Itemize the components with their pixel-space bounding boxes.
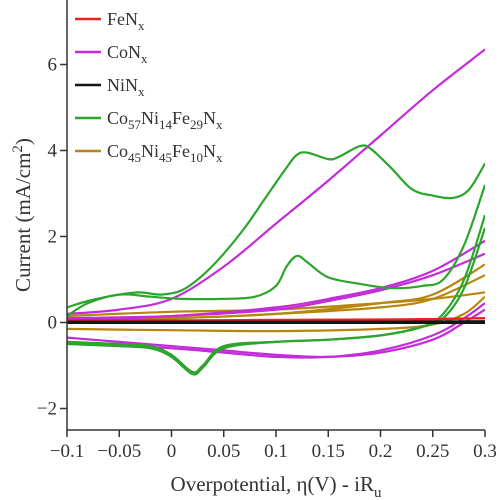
x-tick-label: 0.2 <box>369 441 393 462</box>
series-line <box>67 291 485 318</box>
y-axis-title: Current (mA/cm2) <box>10 138 35 292</box>
x-tick-label: 0.3 <box>473 441 497 462</box>
x-tick-label: 0.05 <box>207 441 240 462</box>
series-NiNx <box>67 320 485 324</box>
series-CoNx <box>67 48 485 359</box>
x-axis-title: Overpotential, η(V) - iRu <box>171 472 382 500</box>
axes <box>66 0 485 431</box>
x-tick-label: 0.1 <box>264 441 288 462</box>
x-tick-label: −0.05 <box>97 441 141 462</box>
legend-label: Co45Ni45Fe10Nx <box>107 141 223 165</box>
y-tick-label: 4 <box>48 141 58 162</box>
x-tick-label: 0.25 <box>416 441 449 462</box>
y-tick-label: −2 <box>37 399 57 420</box>
legend-item: NiNx <box>75 75 145 99</box>
legend-item: Co57Ni14Fe29Nx <box>75 108 223 132</box>
series-line <box>67 184 485 318</box>
series-line <box>67 144 485 309</box>
series-line <box>67 320 485 324</box>
legend-item: Co45Ni45Fe10Nx <box>75 141 223 165</box>
legend-label: CoNx <box>107 42 148 66</box>
legend: FeNx CoNx NiNx Co57Ni14Fe29Nx Co45Ni45Fe10Nx <box>75 9 223 165</box>
legend-label: Co57Ni14Fe29Nx <box>107 108 223 132</box>
x-tick-label: −0.1 <box>50 441 84 462</box>
series-line <box>67 308 485 359</box>
y-tick-label: 2 <box>48 227 58 248</box>
ticks: −0.1 −0.05 0 0.05 0.1 0.15 0.2 0.25 0.3 −2 0 2 4 6 <box>37 55 497 463</box>
y-tick-label: 0 <box>48 313 58 334</box>
series-line <box>67 295 485 333</box>
series-line <box>67 302 485 359</box>
series-line <box>67 252 485 320</box>
legend-item: CoNx <box>75 42 148 66</box>
series-line <box>67 48 485 315</box>
y-tick-label: 6 <box>48 55 58 76</box>
legend-label: FeNx <box>107 9 145 33</box>
series-lines <box>67 48 485 376</box>
x-tick-label: 0.15 <box>312 441 345 462</box>
legend-label: NiNx <box>107 75 145 99</box>
x-tick-label: 0 <box>167 441 177 462</box>
legend-item: FeNx <box>75 9 145 33</box>
series-Co45Ni45Fe10Nx <box>67 263 485 333</box>
